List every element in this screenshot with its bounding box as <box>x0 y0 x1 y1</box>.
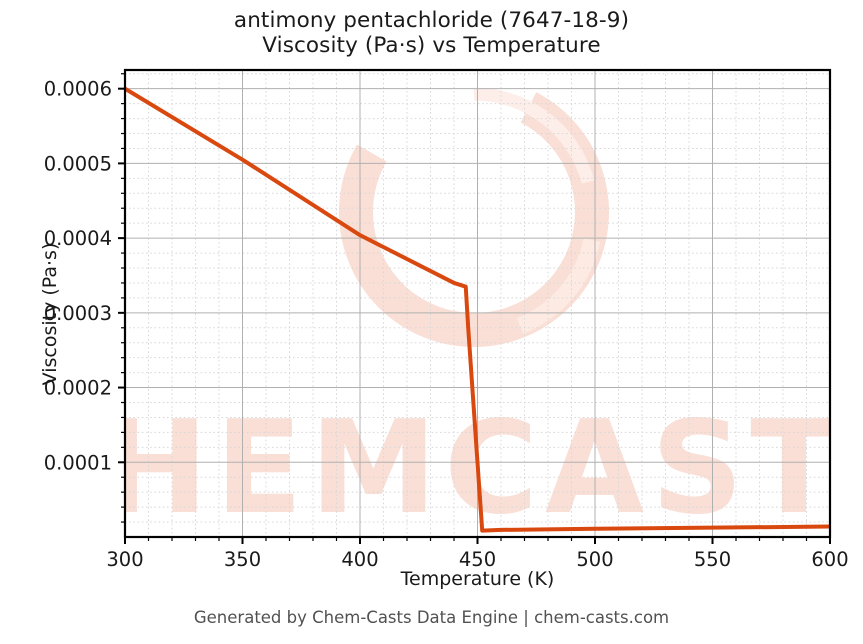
y-ticks-major <box>118 87 125 464</box>
svg-text:0.0001: 0.0001 <box>44 451 112 474</box>
chart-title: antimony pentachloride (7647-18-9) Visco… <box>0 8 863 59</box>
svg-text:0.0003: 0.0003 <box>44 302 112 325</box>
svg-text:0.0002: 0.0002 <box>44 377 112 400</box>
svg-text:450: 450 <box>459 548 496 571</box>
svg-text:350: 350 <box>224 548 261 571</box>
y-ticks-minor <box>121 73 125 523</box>
svg-text:300: 300 <box>106 548 143 571</box>
svg-text:0.0006: 0.0006 <box>44 78 112 101</box>
x-ticks-minor <box>147 537 808 541</box>
footer-caption: Generated by Chem-Casts Data Engine | ch… <box>193 608 670 627</box>
x-tick-labels: 300 350 400 450 500 550 600 <box>106 548 848 571</box>
svg-text:500: 500 <box>576 548 613 571</box>
svg-text:600: 600 <box>811 548 848 571</box>
svg-text:400: 400 <box>341 548 378 571</box>
svg-text:550: 550 <box>694 548 731 571</box>
data-line-viscosity <box>125 86 830 533</box>
svg-text:0.0005: 0.0005 <box>44 152 112 175</box>
chart-title-line-2: Viscosity (Pa·s) vs Temperature <box>262 33 601 59</box>
watermark-label: CHEMCASTS <box>0 394 863 543</box>
x-axis-label: Temperature (K) <box>400 568 555 590</box>
y-axis-label: Viscosity (Pa·s) <box>39 242 61 386</box>
svg-text:0.0004: 0.0004 <box>44 227 112 250</box>
gridlines-major-horizontal <box>125 88 830 463</box>
y-tick-labels: 0.0001 0.0002 0.0003 0.0004 0.0005 0.0006 <box>44 78 112 475</box>
x-ticks-major <box>124 537 831 544</box>
data-series-group <box>125 86 830 533</box>
chart-title-line-1: antimony pentachloride (7647-18-9) <box>233 8 630 33</box>
